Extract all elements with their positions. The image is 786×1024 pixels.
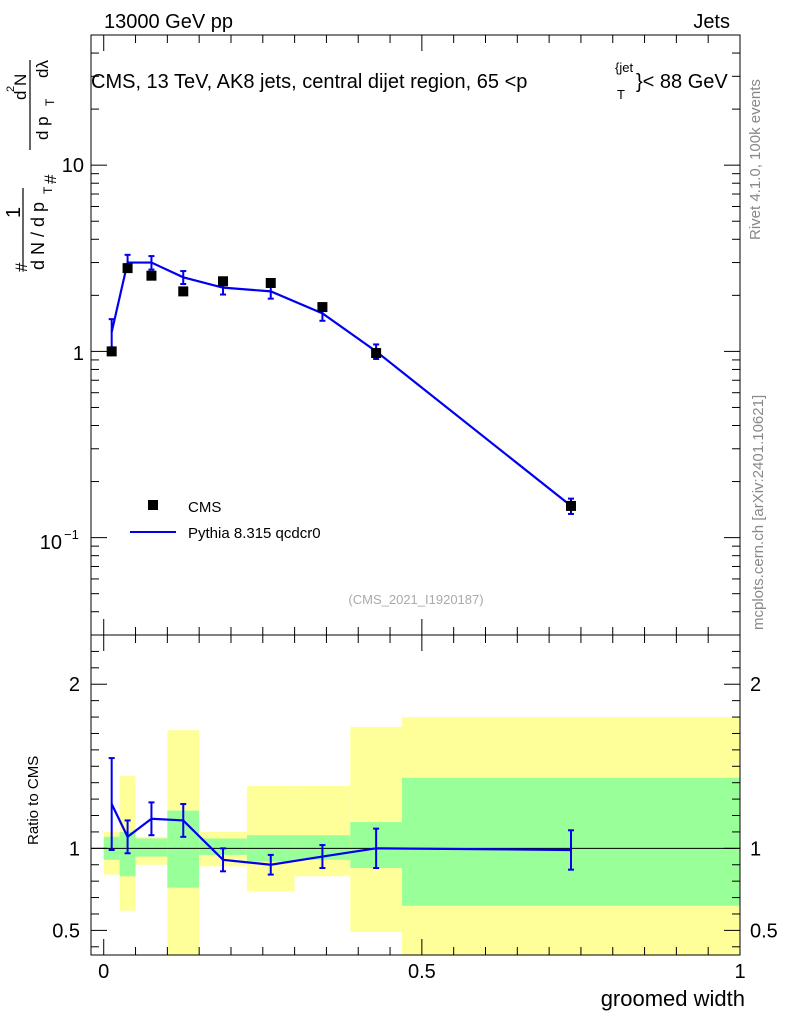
ratio-uncertainty-bands	[91, 717, 740, 955]
ratio-ytick-label-right: 2	[750, 674, 761, 696]
ylabel-T2: T	[43, 98, 57, 106]
ytick-label-0.1-base: 10	[40, 532, 62, 554]
main-plot-frame	[90, 34, 741, 636]
ylabel-numer: d	[11, 91, 30, 100]
ylabel-sup2: 2	[5, 86, 17, 92]
ratio-ytick-label-left: 2	[69, 674, 80, 696]
energy-label: 13000 GeV pp	[104, 11, 233, 33]
analysis-watermark: (CMS_2021_I1920187)	[348, 592, 483, 607]
ylabel-N: N	[11, 74, 30, 86]
data-point	[122, 263, 133, 274]
xtick-label: 1	[734, 961, 745, 983]
ylabel-denom: d p	[33, 116, 52, 140]
ratio-ytick-label-left: 1	[69, 838, 80, 860]
data-point	[371, 348, 382, 359]
ratio-mc-series	[108, 757, 575, 876]
ylabel-dN: d N / d p	[28, 202, 48, 270]
plot-title-tail: }< 88 GeV	[636, 71, 728, 93]
ytick-label-0.1-exponent: −1	[64, 527, 79, 542]
data-point	[218, 276, 229, 287]
data-point	[317, 302, 328, 313]
rivet-version-label: Rivet 4.1.0, 100k events	[747, 79, 764, 240]
legend-data-marker	[148, 500, 158, 510]
ratio-band-stat	[135, 838, 168, 857]
category-label: Jets	[693, 11, 730, 33]
data-series	[106, 263, 577, 513]
ylabel-hash2: #	[41, 174, 60, 184]
ratio-band-stat	[199, 838, 247, 855]
xtick-label: 0.5	[408, 961, 436, 983]
plot-title-superscript: {jet	[615, 60, 633, 75]
data-point	[265, 277, 276, 288]
ytick-label-10: 10	[62, 155, 84, 177]
data-point	[178, 286, 189, 297]
ratio-ytick-label-left: 0.5	[52, 920, 80, 942]
ylabel-dlambda: dλ	[33, 60, 52, 78]
legend-mc-label: Pythia 8.315 qcdcr0	[188, 525, 321, 542]
ylabel-hash1: #	[12, 262, 31, 272]
ratio-ylabel: Ratio to CMS	[25, 756, 42, 845]
plot-title-subscript: T	[617, 87, 625, 102]
mc-line	[110, 261, 572, 507]
ratio-axis-ticks: 0 0.5 10.5 0.51 12 2	[52, 635, 778, 983]
ytick-label-1: 1	[73, 343, 84, 365]
ratio-ytick-label-right: 1	[750, 838, 761, 860]
ratio-ytick-label-right: 0.5	[750, 920, 778, 942]
data-point	[566, 500, 577, 511]
main-axis-ticks	[91, 34, 741, 636]
xaxis-label: groomed width	[601, 986, 745, 1011]
xtick-label: 0	[98, 961, 109, 983]
ylabel-T1: T	[41, 186, 55, 194]
ratio-plot-frame	[90, 634, 741, 956]
mcplots-label: mcplots.cern.ch [arXiv:2401.10621]	[750, 395, 767, 630]
data-point	[146, 270, 157, 281]
ylabel-one: 1	[3, 207, 25, 218]
legend-data-label: CMS	[188, 499, 221, 516]
plot-title: CMS, 13 TeV, AK8 jets, central dijet reg…	[91, 71, 527, 93]
data-point	[106, 346, 117, 357]
main-ylabel: # 1 d N / d p T # d 2 N d p T dλ	[3, 60, 60, 272]
